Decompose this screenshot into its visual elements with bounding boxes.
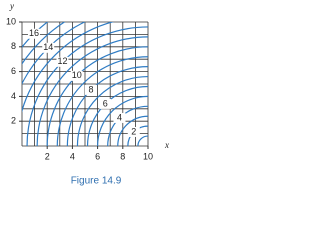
y-tick-label: 2 xyxy=(11,116,16,126)
contour-line xyxy=(56,56,148,146)
contour-label: 4 xyxy=(117,112,122,122)
x-tick-label: 8 xyxy=(120,151,125,161)
contour-line xyxy=(22,22,66,65)
contour-label-bg xyxy=(70,70,83,81)
contour-line xyxy=(107,105,148,146)
contour-label: 6 xyxy=(103,98,108,108)
y-tick-label: 4 xyxy=(11,91,16,101)
contour-label-bg xyxy=(84,84,97,95)
contour-label-bg xyxy=(113,112,126,123)
x-tick-label: 4 xyxy=(70,151,75,161)
contour-label: 2 xyxy=(131,126,136,136)
x-tick-label: 6 xyxy=(95,151,100,161)
y-tick-label: 10 xyxy=(6,16,16,26)
contour-line xyxy=(22,22,115,114)
x-axis-label: x xyxy=(164,140,169,150)
contour-label: 12 xyxy=(57,56,67,66)
contour-line xyxy=(137,135,148,146)
contour-line xyxy=(117,115,148,146)
y-tick-label: 6 xyxy=(11,66,16,76)
contour-line xyxy=(76,75,148,146)
contour-label: 8 xyxy=(88,84,93,94)
y-axis-label: y xyxy=(9,1,14,11)
contour-label-bg xyxy=(42,42,55,53)
contour-line xyxy=(36,36,148,146)
contour-label-bg xyxy=(56,56,69,67)
x-tick-label: 2 xyxy=(45,151,50,161)
contour-label: 10 xyxy=(72,70,82,80)
contour-label: 16 xyxy=(29,28,39,38)
contour-label: 14 xyxy=(43,42,53,52)
contour-line xyxy=(97,95,148,146)
caption: Figure 14.9 xyxy=(71,176,122,187)
y-tick-label: 8 xyxy=(11,41,16,51)
contour-label-bg xyxy=(127,126,140,137)
x-tick-label: 10 xyxy=(143,151,153,161)
contour-label-bg xyxy=(99,98,112,109)
contour-label-bg xyxy=(27,28,40,39)
